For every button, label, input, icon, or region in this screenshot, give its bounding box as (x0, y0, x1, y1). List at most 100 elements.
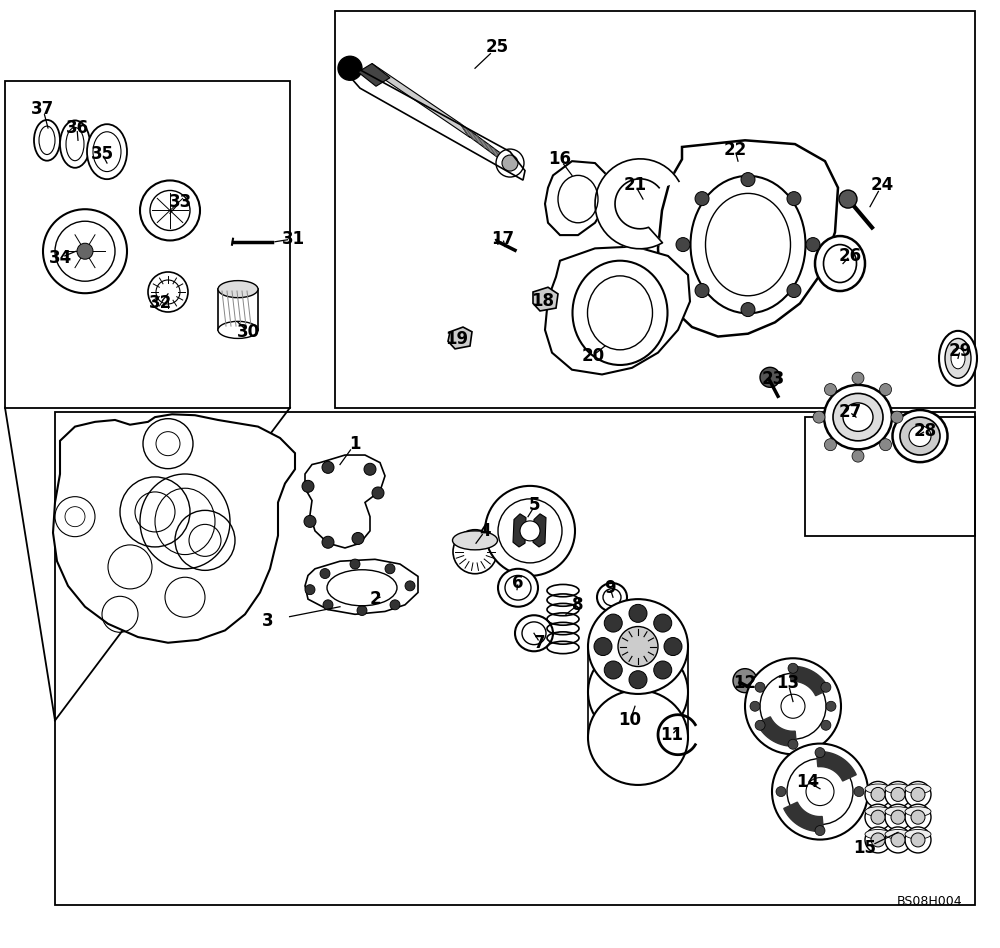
Text: 19: 19 (445, 331, 469, 348)
Circle shape (905, 804, 931, 830)
Ellipse shape (597, 583, 627, 611)
Circle shape (885, 804, 911, 830)
Text: 31: 31 (281, 230, 305, 247)
Circle shape (821, 683, 831, 692)
Circle shape (865, 804, 891, 830)
Ellipse shape (843, 403, 873, 431)
Circle shape (788, 664, 798, 673)
Text: 32: 32 (148, 295, 172, 312)
Circle shape (350, 559, 360, 569)
Ellipse shape (515, 615, 553, 651)
Text: 24: 24 (870, 176, 894, 193)
Text: 36: 36 (65, 119, 89, 137)
Polygon shape (757, 717, 796, 746)
Polygon shape (545, 161, 610, 235)
Circle shape (865, 827, 891, 853)
Circle shape (502, 155, 518, 171)
Circle shape (760, 367, 780, 388)
Circle shape (821, 720, 831, 730)
Circle shape (604, 661, 622, 679)
Circle shape (806, 777, 834, 806)
Polygon shape (53, 414, 295, 643)
Text: 26: 26 (838, 247, 862, 264)
Text: 33: 33 (168, 193, 192, 210)
Circle shape (852, 373, 864, 384)
Circle shape (787, 758, 853, 825)
Circle shape (695, 191, 709, 206)
Circle shape (891, 811, 905, 824)
Polygon shape (305, 455, 385, 548)
Circle shape (594, 638, 612, 655)
Circle shape (824, 439, 836, 450)
Circle shape (322, 462, 334, 473)
Text: 37: 37 (31, 100, 55, 118)
Ellipse shape (93, 132, 121, 172)
Circle shape (905, 827, 931, 853)
Circle shape (854, 787, 864, 796)
Polygon shape (358, 64, 390, 86)
Text: 35: 35 (90, 145, 114, 162)
Circle shape (891, 833, 905, 847)
Ellipse shape (498, 569, 538, 607)
Ellipse shape (572, 261, 668, 365)
Ellipse shape (865, 784, 891, 793)
Ellipse shape (939, 331, 977, 386)
Ellipse shape (945, 338, 971, 378)
Ellipse shape (900, 417, 940, 455)
Circle shape (880, 439, 892, 450)
Text: 18: 18 (532, 293, 554, 310)
Circle shape (498, 499, 562, 563)
Polygon shape (784, 802, 823, 831)
Circle shape (865, 781, 891, 808)
Ellipse shape (833, 393, 883, 441)
Circle shape (77, 244, 93, 259)
Circle shape (806, 238, 820, 251)
Circle shape (604, 614, 622, 632)
Circle shape (320, 569, 330, 578)
Ellipse shape (951, 348, 965, 369)
Circle shape (148, 272, 188, 312)
Text: 17: 17 (491, 230, 515, 247)
Circle shape (760, 673, 826, 739)
Polygon shape (448, 327, 472, 349)
Circle shape (776, 787, 786, 796)
Text: 1: 1 (349, 435, 361, 452)
Circle shape (485, 486, 575, 575)
Text: 22: 22 (723, 141, 747, 158)
Polygon shape (533, 514, 546, 547)
Ellipse shape (60, 120, 90, 168)
Circle shape (911, 811, 925, 824)
Circle shape (385, 564, 395, 574)
Ellipse shape (893, 410, 948, 463)
Ellipse shape (522, 622, 546, 645)
Text: 28: 28 (913, 423, 937, 440)
Polygon shape (305, 559, 418, 614)
Ellipse shape (690, 176, 806, 314)
Circle shape (815, 748, 825, 757)
Circle shape (629, 605, 647, 622)
Ellipse shape (588, 645, 688, 739)
Circle shape (695, 283, 709, 298)
Text: 23: 23 (761, 371, 785, 388)
Circle shape (824, 384, 836, 395)
Circle shape (322, 537, 334, 548)
Polygon shape (658, 140, 838, 337)
Circle shape (772, 743, 868, 840)
Ellipse shape (603, 589, 621, 606)
Circle shape (352, 533, 364, 544)
Circle shape (654, 661, 672, 679)
Ellipse shape (218, 281, 258, 298)
Circle shape (150, 191, 190, 230)
Circle shape (364, 464, 376, 475)
Text: 8: 8 (572, 596, 584, 613)
Circle shape (733, 668, 757, 693)
Circle shape (453, 530, 497, 574)
Circle shape (880, 384, 892, 395)
Circle shape (338, 56, 362, 81)
Ellipse shape (885, 830, 911, 839)
Ellipse shape (905, 784, 931, 793)
Text: 10: 10 (618, 712, 642, 729)
Circle shape (357, 606, 367, 615)
Circle shape (372, 487, 384, 499)
Text: 12: 12 (733, 674, 757, 691)
